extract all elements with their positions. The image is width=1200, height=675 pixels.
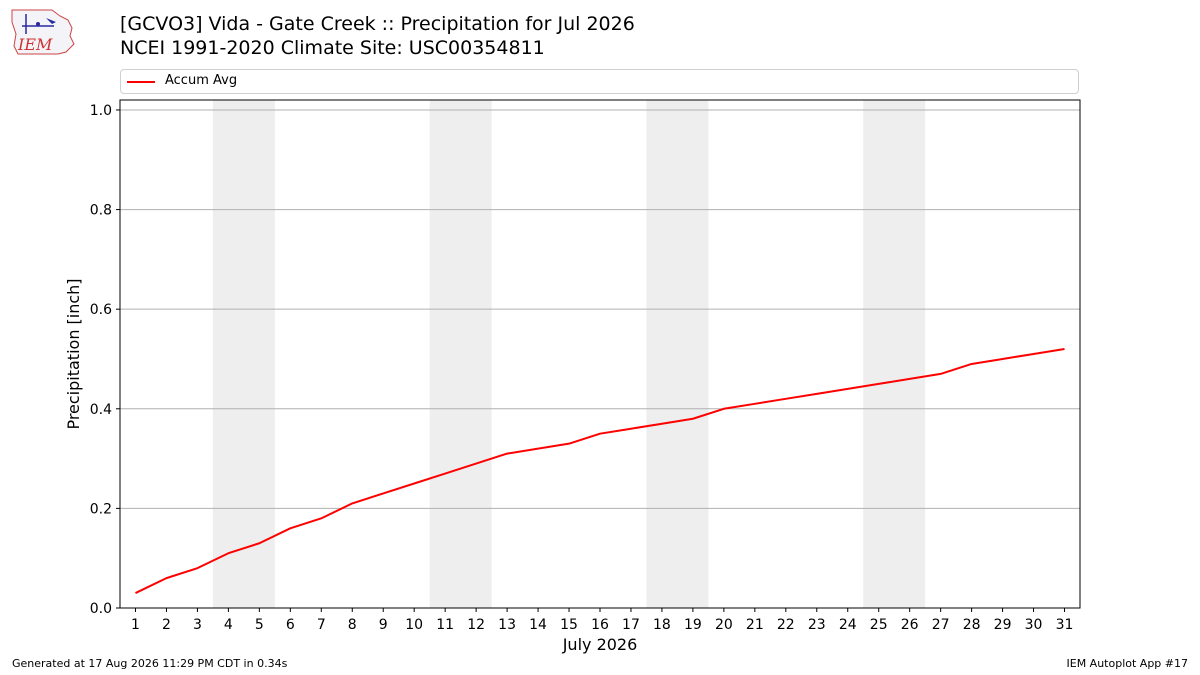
legend-swatch — [127, 81, 155, 83]
x-tick-label: 3 — [193, 617, 202, 633]
x-axis-label: July 2026 — [562, 635, 638, 654]
logo-text: IEM — [17, 35, 53, 54]
x-tick-label: 12 — [467, 617, 485, 633]
x-tick-label: 20 — [715, 617, 733, 633]
weekend-band — [863, 100, 926, 608]
x-tick-label: 25 — [870, 617, 888, 633]
y-tick-label: 1.0 — [90, 103, 112, 119]
y-tick-label: 0.2 — [90, 501, 112, 517]
x-tick-label: 17 — [622, 617, 640, 633]
x-tick-label: 14 — [529, 617, 547, 633]
x-tick-label: 1 — [131, 617, 140, 633]
y-tick-label: 0.4 — [90, 402, 112, 418]
y-axis-label: Precipitation [inch] — [64, 278, 83, 429]
grid-lines — [120, 109, 1080, 609]
x-tick-label: 28 — [963, 617, 981, 633]
x-tick-label: 5 — [255, 617, 264, 633]
x-tick-label: 26 — [901, 617, 919, 633]
x-tick-label: 16 — [591, 617, 609, 633]
x-tick-label: 23 — [808, 617, 826, 633]
y-axis-ticks: 0.0 0.2 0.4 0.6 0.8 1.0 — [90, 103, 120, 617]
series-lines — [135, 348, 1065, 594]
x-tick-label: 21 — [746, 617, 764, 633]
legend: Accum Avg — [120, 69, 1079, 94]
iem-logo: IEM — [11, 9, 75, 55]
x-tick-label: 10 — [405, 617, 423, 633]
weekend-band — [212, 100, 275, 608]
title-line-2: NCEI 1991-2020 Climate Site: USC00354811 — [120, 37, 545, 59]
x-tick-label: 31 — [1056, 617, 1074, 633]
x-tick-label: 4 — [224, 617, 233, 633]
x-tick-label: 29 — [994, 617, 1012, 633]
legend-label: Accum Avg — [165, 73, 238, 88]
x-tick-label: 22 — [777, 617, 795, 633]
title-line-1: [GCVO3] Vida - Gate Creek :: Precipitati… — [120, 13, 635, 35]
x-tick-label: 27 — [932, 617, 950, 633]
x-tick-label: 9 — [379, 617, 388, 633]
x-tick-label: 7 — [317, 617, 326, 633]
x-axis-ticks: 1 2 3 4 5 6 7 8 9 10 11 12 13 14 15 16 17 18 19 20 21 22 23 24 2… — [131, 608, 1073, 633]
app-label: IEM Autoplot App #17 — [1066, 657, 1189, 670]
x-tick-label: 11 — [436, 617, 454, 633]
x-tick-label: 18 — [653, 617, 671, 633]
x-tick-label: 6 — [286, 617, 295, 633]
y-tick-label: 0.8 — [90, 203, 112, 219]
x-tick-label: 24 — [839, 617, 857, 633]
x-tick-label: 2 — [162, 617, 171, 633]
x-tick-label: 30 — [1025, 617, 1043, 633]
x-tick-label: 13 — [498, 617, 516, 633]
x-tick-label: 8 — [348, 617, 357, 633]
chart-title: [GCVO3] Vida - Gate Creek :: Precipitati… — [120, 12, 635, 60]
x-tick-label: 19 — [684, 617, 702, 633]
y-tick-label: 0.0 — [90, 601, 112, 617]
weekend-band — [429, 100, 492, 608]
x-tick-label: 15 — [560, 617, 578, 633]
weekend-band — [646, 100, 709, 608]
generated-timestamp: Generated at 17 Aug 2026 11:29 PM CDT in… — [12, 657, 288, 670]
weekend-bands — [212, 100, 926, 608]
y-tick-label: 0.6 — [90, 302, 112, 318]
